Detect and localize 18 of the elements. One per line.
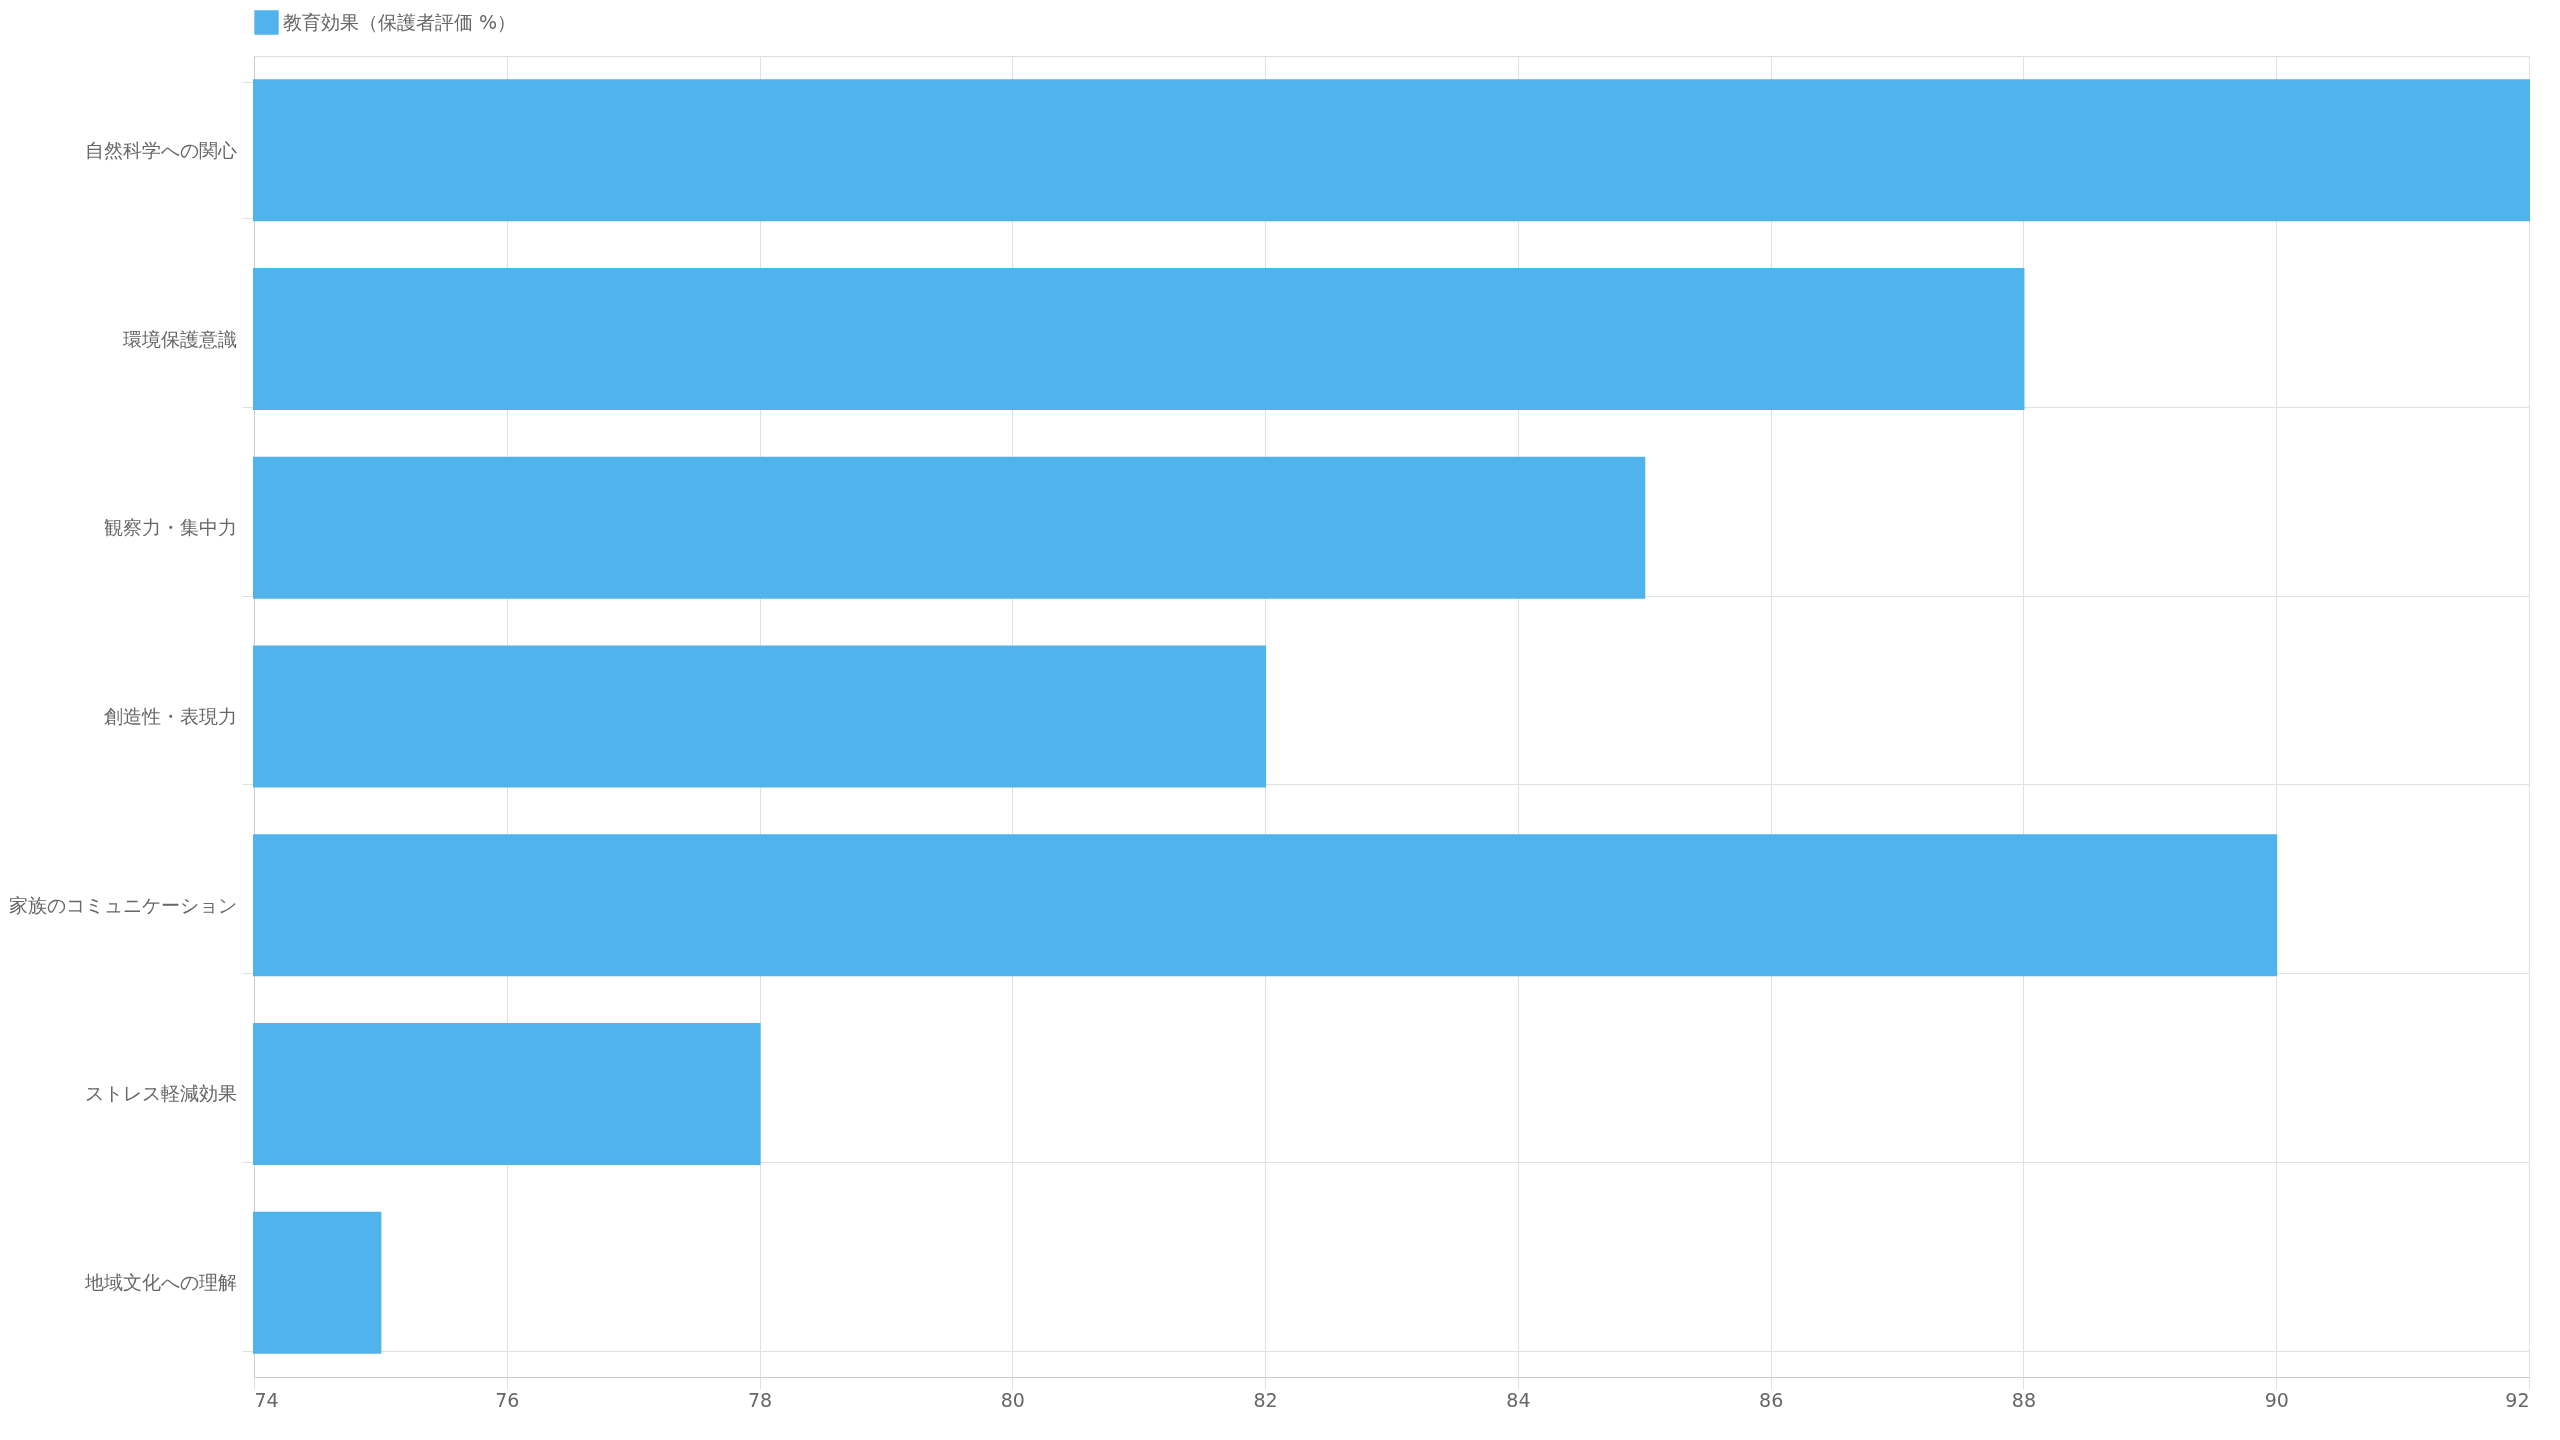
x-tick-label: 76 [495,1388,520,1411]
y-tick-label: 家族のコミュニケーション [8,893,237,916]
y-tick-label: ストレス軽減効果 [84,1082,237,1105]
x-tick-label: 84 [1506,1388,1531,1411]
x-tick-label: 82 [1253,1388,1278,1411]
x-tick-label: 86 [1759,1388,1784,1411]
x-tick-label: 74 [254,1388,279,1411]
x-tick-label: 78 [747,1388,773,1411]
x-tick-label: 90 [2264,1388,2289,1411]
legend-label: 教育効果（保護者評価 %） [283,10,517,33]
y-tick-label: 自然科学への関心 [84,138,237,161]
y-tick-label: 地域文化への理解 [83,1271,237,1294]
y-tick-label: 環境保護意識 [122,327,237,350]
y-tick-label: 観察力・集中力 [103,516,237,539]
x-tick-label: 92 [2505,1388,2530,1411]
x-tick-label: 80 [1000,1388,1025,1411]
x-tick-label: 88 [2011,1388,2037,1411]
y-tick-label: 創造性・表現力 [103,705,237,727]
